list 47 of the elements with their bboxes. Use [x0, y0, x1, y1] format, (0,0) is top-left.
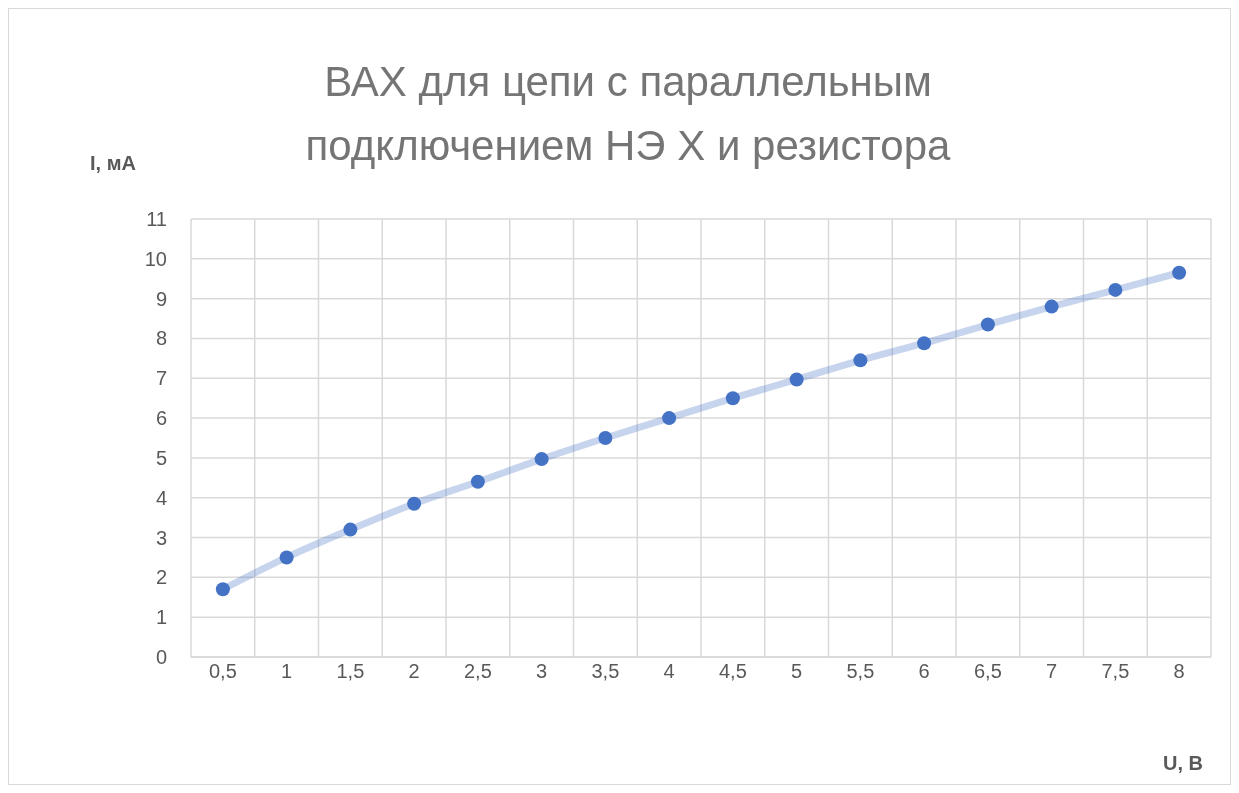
x-tick-label: 3	[536, 660, 548, 682]
x-tick-label: 7,5	[1101, 660, 1130, 682]
point	[279, 550, 294, 565]
point	[598, 431, 613, 445]
point	[725, 391, 740, 406]
point	[789, 372, 804, 387]
x-tick-label: 4,5	[718, 660, 747, 682]
point	[980, 317, 995, 332]
y-tick-label: 4	[155, 486, 167, 509]
x-tick-label: 5,5	[846, 660, 875, 682]
x-tick-label: 6,5	[973, 660, 1002, 682]
point	[534, 452, 549, 467]
y-tick-label: 3	[155, 526, 167, 549]
y-tick-label: 6	[155, 407, 167, 430]
x-tick-label: 1	[281, 660, 293, 682]
x-tick-label: 2,5	[463, 660, 492, 682]
y-tick-label: 1	[155, 606, 167, 629]
y-tick-label: 0	[155, 646, 167, 668]
x-tick-label: 0,5	[208, 660, 237, 682]
x-tick-label: 4	[663, 660, 675, 682]
y-tick-label: 8	[155, 327, 167, 350]
point	[343, 522, 358, 537]
y-axis-title: I, мА	[90, 152, 136, 174]
x-tick-label: 3,5	[591, 660, 620, 682]
point	[1044, 299, 1059, 314]
y-tick-label: 5	[155, 446, 167, 469]
point	[470, 474, 485, 489]
point	[1172, 265, 1187, 280]
x-tick-label: 2	[408, 660, 420, 682]
x-tick-label: 5	[791, 660, 803, 682]
y-tick-label: 9	[155, 287, 167, 310]
y-tick-label: 2	[155, 566, 167, 589]
x-tick-label: 1,5	[336, 660, 365, 682]
x-tick-label: 8	[1173, 660, 1185, 682]
y-tick-label: 11	[146, 208, 167, 230]
point	[215, 582, 230, 597]
chart-title: ВАХ для цепи с параллельным подключением НЭ X и резистора	[305, 58, 952, 169]
point	[407, 496, 422, 511]
point	[1108, 282, 1123, 297]
x-tick-label: 6	[918, 660, 930, 682]
point	[662, 411, 677, 426]
y-tick-label: 10	[144, 247, 167, 270]
x-axis-title: U, В	[1163, 752, 1203, 774]
x-tick-label: 7	[1046, 660, 1058, 682]
point	[853, 353, 868, 368]
point	[917, 336, 932, 351]
y-tick-label: 7	[155, 367, 167, 390]
